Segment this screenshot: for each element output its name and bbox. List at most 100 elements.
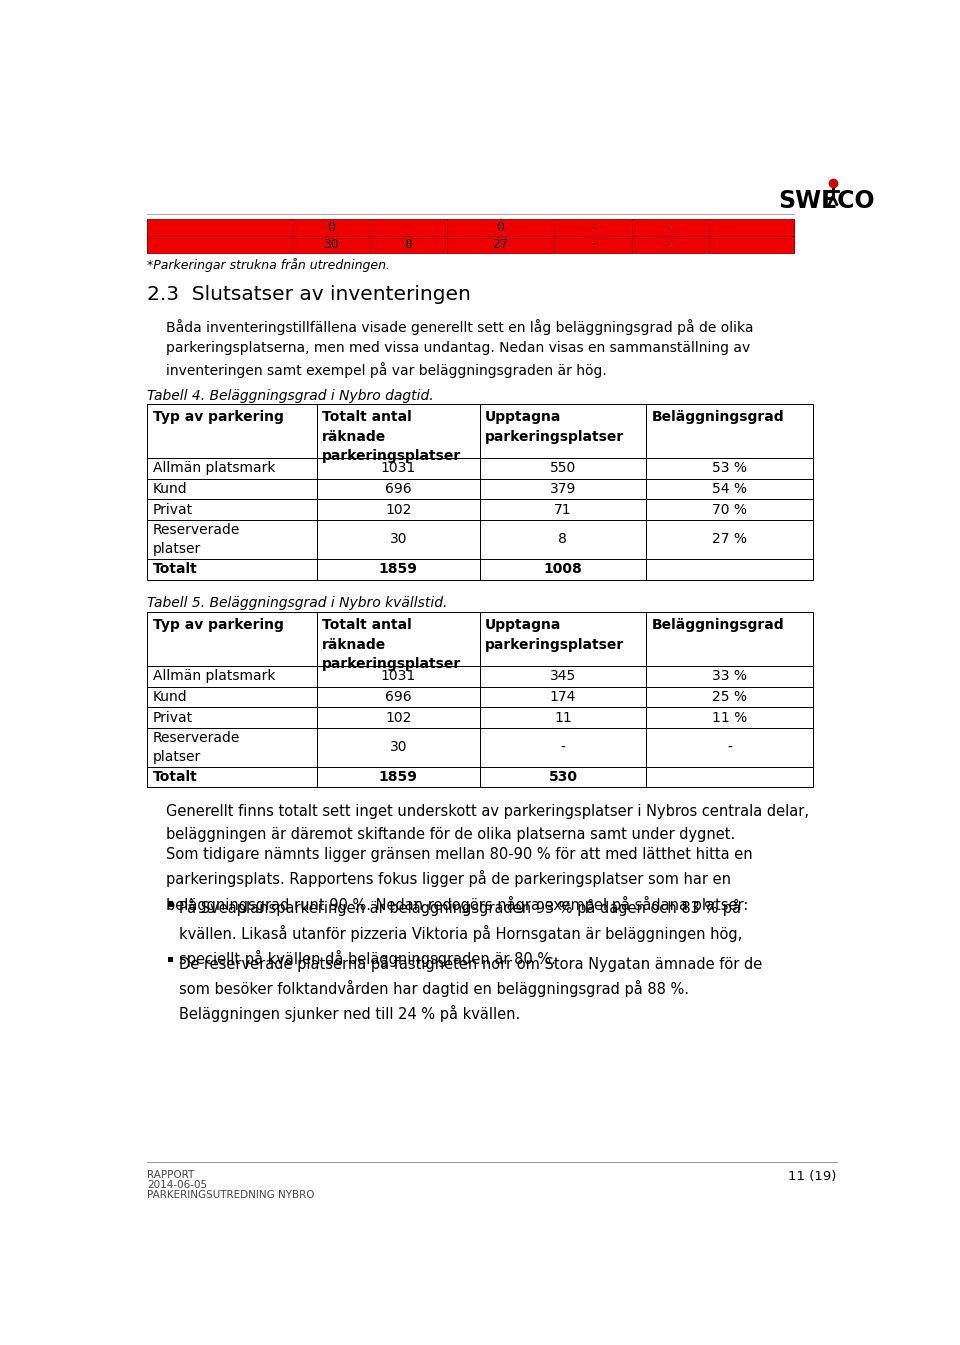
Text: 102: 102 [385,503,412,516]
Text: 102: 102 [385,710,412,725]
Text: 11 %: 11 % [712,710,747,725]
Text: 1008: 1008 [543,562,583,576]
Text: Typ av parkering: Typ av parkering [153,410,283,424]
Bar [168,956,174,962]
Bar [480,479,646,499]
Text: 30: 30 [390,533,407,546]
Text: -: - [668,221,673,234]
Bar [480,612,646,666]
Bar [168,901,174,907]
Text: 54 %: 54 % [712,482,747,496]
Bar [480,457,646,479]
Text: Totalt antal
räknade
parkeringsplatser: Totalt antal räknade parkeringsplatser [323,410,462,463]
Bar [646,499,813,521]
Text: 27 %: 27 % [712,533,747,546]
Text: Totalt: Totalt [153,562,198,576]
Text: Tabell 4. Beläggningsgrad i Nybro dagtid.: Tabell 4. Beläggningsgrad i Nybro dagtid… [147,389,434,402]
Bar [646,707,813,728]
Bar [480,499,646,521]
Text: Upptagna
parkeringsplatser: Upptagna parkeringsplatser [485,617,624,651]
Bar [147,558,317,580]
Text: 70 %: 70 % [712,503,747,516]
Text: Privat: Privat [153,503,193,516]
Bar [646,479,813,499]
Bar [317,457,480,479]
Bar [317,404,480,457]
Bar [480,404,646,457]
Text: Allmän platsmark: Allmän platsmark [153,670,276,683]
Text: 8: 8 [404,238,412,252]
Text: Båda inventeringstillfällena visade generellt sett en låg beläggningsgrad på de : Båda inventeringstillfällena visade gene… [166,319,754,378]
Bar [317,666,480,686]
Text: 2.3  Slutsatser av inventeringen: 2.3 Slutsatser av inventeringen [147,285,471,304]
Bar [646,404,813,457]
Text: 53 %: 53 % [712,461,747,475]
Text: 25 %: 25 % [712,690,747,703]
Text: 30: 30 [323,238,339,252]
Bar [147,612,317,666]
Text: RAPPORT: RAPPORT [147,1170,194,1180]
Bar [480,767,646,787]
Text: Beläggningsgrad: Beläggningsgrad [652,617,784,632]
Text: 27: 27 [492,238,509,252]
Bar [317,728,480,767]
Text: Som tidigare nämnts ligger gränsen mellan 80-90 % för att med lätthet hitta en
p: Som tidigare nämnts ligger gränsen mella… [166,847,754,912]
Text: 0: 0 [496,221,505,234]
Text: Tabell 5. Beläggningsgrad i Nybro kvällstid.: Tabell 5. Beläggningsgrad i Nybro kvälls… [147,596,447,611]
Text: 11: 11 [554,710,572,725]
Text: 174: 174 [550,690,576,703]
Text: Typ av parkering: Typ av parkering [153,617,283,632]
Text: 696: 696 [385,690,412,703]
Bar [646,558,813,580]
Text: 1031: 1031 [380,670,416,683]
Text: 1859: 1859 [379,562,418,576]
Bar [480,666,646,686]
Text: Reserverade
platser: Reserverade platser [153,523,240,555]
Bar [317,499,480,521]
Text: På Sveaplansparkeringen är beläggningsgraden 93 % på dagen och 83 % på
kvällen. : På Sveaplansparkeringen är beläggningsgr… [179,898,742,967]
Text: 550: 550 [550,461,576,475]
Text: PARKERINGSUTREDNING NYBRO: PARKERINGSUTREDNING NYBRO [147,1190,315,1200]
Bar [147,666,317,686]
Text: Upptagna
parkeringsplatser: Upptagna parkeringsplatser [485,410,624,444]
Bar [317,707,480,728]
Bar [646,457,813,479]
Bar [147,457,317,479]
Text: Generellt finns totalt sett inget underskott av parkeringsplatser i Nybros centr: Generellt finns totalt sett inget unders… [166,804,809,842]
Text: 696: 696 [385,482,412,496]
Text: *Parkeringar strukna från utredningen.: *Parkeringar strukna från utredningen. [147,258,390,272]
Bar [147,767,317,787]
Bar [480,686,646,707]
Text: 379: 379 [550,482,576,496]
Text: Beläggningsgrad: Beläggningsgrad [652,410,784,424]
Text: -: - [590,238,595,252]
Bar [317,479,480,499]
Bar [147,686,317,707]
Bar [317,521,480,558]
Text: 71: 71 [554,503,572,516]
Bar [646,521,813,558]
Bar [147,404,317,457]
Bar [147,219,794,237]
Bar [646,767,813,787]
Text: Kund: Kund [153,690,187,703]
Text: SWECO: SWECO [779,190,876,214]
Text: -: - [668,238,673,252]
Bar [480,558,646,580]
Bar [480,521,646,558]
Bar [646,686,813,707]
Text: Reserverade
platser: Reserverade platser [153,732,240,764]
Text: -: - [561,740,565,755]
Text: 30: 30 [390,740,407,755]
Bar [317,686,480,707]
Bar [147,521,317,558]
Text: Privat: Privat [153,710,193,725]
Bar [147,707,317,728]
Text: 1031: 1031 [380,461,416,475]
Bar [317,612,480,666]
Text: 33 %: 33 % [712,670,747,683]
Text: Kund: Kund [153,482,187,496]
Text: Totalt antal
räknade
parkeringsplatser: Totalt antal räknade parkeringsplatser [323,617,462,671]
Bar [317,558,480,580]
Bar [646,728,813,767]
